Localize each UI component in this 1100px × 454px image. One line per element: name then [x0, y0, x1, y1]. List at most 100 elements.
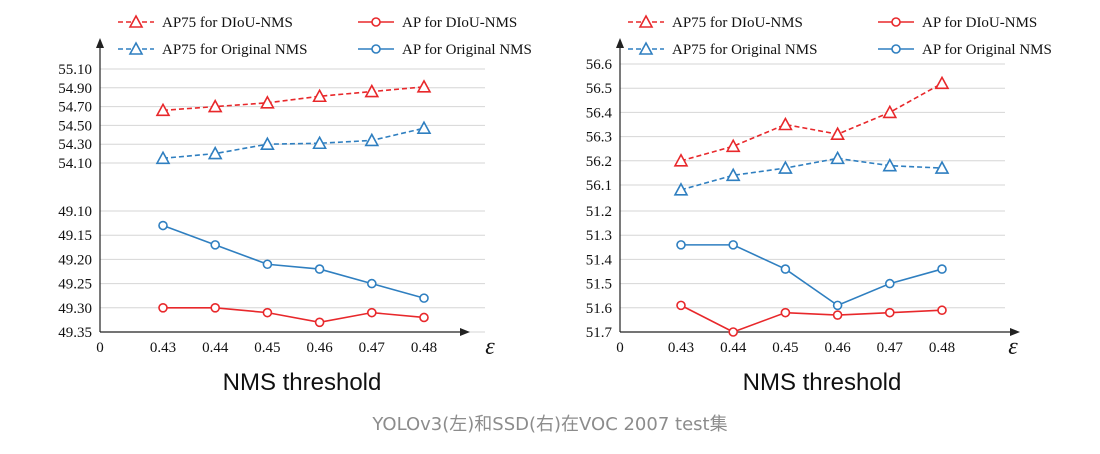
data-point — [778, 160, 793, 174]
data-point — [260, 95, 275, 109]
y-tick-label: 56.5 — [586, 81, 612, 97]
axis-symbol: ε — [485, 334, 495, 360]
y-tick-label: 49.20 — [58, 252, 92, 268]
x-tick-label: 0.48 — [411, 340, 437, 356]
data-point — [673, 153, 689, 167]
y-tick-label: 54.10 — [58, 156, 92, 172]
data-point — [725, 138, 741, 153]
legend-label: AP75 for DIoU-NMS — [162, 15, 293, 31]
data-point — [262, 259, 273, 270]
y-tick-label: 56.3 — [586, 130, 612, 146]
data-point — [419, 312, 429, 323]
legend-marker — [891, 44, 901, 54]
data-point — [832, 310, 843, 320]
data-point — [882, 104, 898, 119]
figure-caption: YOLOv3(左)和SSD(右)在VOC 2007 test集 — [372, 414, 728, 435]
series-ap-for-original-nms — [158, 220, 429, 303]
data-point — [158, 220, 168, 231]
data-point — [830, 126, 845, 140]
data-point — [366, 278, 377, 289]
data-point — [676, 300, 686, 311]
series-line — [681, 244, 943, 307]
series-line — [680, 82, 943, 162]
data-point — [884, 278, 895, 289]
legend-marker — [128, 14, 144, 28]
data-point — [210, 302, 220, 313]
y-tick-label: 56.1 — [586, 178, 612, 194]
y-axis-arrow — [616, 38, 624, 48]
y-tick-label: 54.90 — [58, 81, 92, 97]
y-tick-label: 51.2 — [586, 204, 612, 220]
data-point — [364, 83, 380, 98]
series-ap-for-diou-nms — [158, 302, 429, 328]
data-point — [207, 145, 223, 160]
series-ap75-for-original-nms — [155, 120, 432, 165]
legend-label: AP for DIoU-NMS — [922, 15, 1037, 31]
x-tick-label: 0.44 — [720, 340, 747, 356]
data-point — [155, 102, 171, 117]
x-tick-label: 0.46 — [306, 340, 333, 356]
legend-label: AP75 for Original NMS — [162, 42, 307, 58]
legend-entry: AP75 for Original NMS — [628, 41, 817, 58]
legend-entry: AP75 for DIoU-NMS — [628, 14, 803, 31]
data-point — [676, 240, 686, 250]
y-tick-label: 49.15 — [58, 228, 92, 244]
x-tick-label: 0.47 — [877, 340, 904, 356]
legend-entry: AP for Original NMS — [878, 42, 1052, 58]
x-tick-label: 0.43 — [668, 340, 694, 356]
legend-label: AP for Original NMS — [922, 42, 1052, 58]
data-point — [419, 293, 429, 303]
series-ap75-for-diou-nms — [673, 75, 950, 167]
legend-label: AP for Original NMS — [402, 42, 532, 58]
chart-yolov3: 54.10 54.30 54.50 54.70 54.90 55.10 49.10 49.15… — [58, 14, 532, 396]
data-point — [937, 305, 947, 316]
legend-marker — [371, 17, 381, 27]
y-axis-arrow — [96, 38, 104, 48]
x-tick-label: 0.45 — [254, 340, 280, 356]
data-point — [416, 120, 432, 135]
x-tick-label: 0.46 — [824, 340, 851, 356]
y-tick-label: 54.70 — [58, 100, 92, 116]
legend-marker — [891, 17, 901, 27]
series-line — [163, 306, 425, 324]
data-point — [158, 302, 168, 313]
y-tick-label: 51.4 — [586, 252, 613, 268]
series-line — [162, 127, 425, 160]
y-tick-label: 49.30 — [58, 301, 92, 317]
legend-entry: AP for DIoU-NMS — [878, 15, 1037, 31]
legend-entry: AP75 for DIoU-NMS — [118, 14, 293, 31]
legend-entry: AP for Original NMS — [358, 42, 532, 58]
origin-label: 0 — [96, 340, 104, 356]
data-point — [934, 160, 950, 174]
data-point — [207, 98, 223, 113]
legend-entry: AP for DIoU-NMS — [358, 15, 517, 31]
series-ap75-for-diou-nms — [155, 79, 432, 117]
axis-symbol: ε — [1008, 334, 1018, 360]
data-point — [830, 150, 845, 165]
y-tick-label: 56.2 — [586, 154, 612, 170]
series-line — [162, 224, 425, 299]
data-point — [314, 317, 325, 328]
legend-marker — [638, 41, 654, 55]
y-tick-label: 56.6 — [586, 57, 613, 73]
data-point — [366, 307, 377, 318]
x-axis-arrow — [460, 328, 470, 336]
data-point — [882, 157, 898, 172]
x-tick-label: 0.48 — [929, 340, 955, 356]
x-tick-label: 0.45 — [772, 340, 798, 356]
x-axis-label: NMS threshold — [223, 369, 382, 396]
y-tick-label: 51.6 — [586, 301, 613, 317]
data-point — [210, 240, 220, 250]
data-point — [262, 307, 273, 318]
legend-label: AP for DIoU-NMS — [402, 15, 517, 31]
chart-ssd: 56.1 56.2 56.3 56.4 56.5 56.6 51.2 51.3 51.4 51.5… — [586, 14, 1052, 396]
series-ap75-for-original-nms — [673, 150, 950, 196]
x-tick-label: 0.43 — [150, 340, 176, 356]
y-tick-label: 51.3 — [586, 228, 612, 244]
data-point — [937, 264, 947, 274]
y-tick-label: 49.35 — [58, 325, 92, 341]
data-point — [312, 135, 327, 150]
y-tick-label: 51.7 — [586, 325, 613, 341]
x-tick-label: 0.44 — [202, 340, 229, 356]
